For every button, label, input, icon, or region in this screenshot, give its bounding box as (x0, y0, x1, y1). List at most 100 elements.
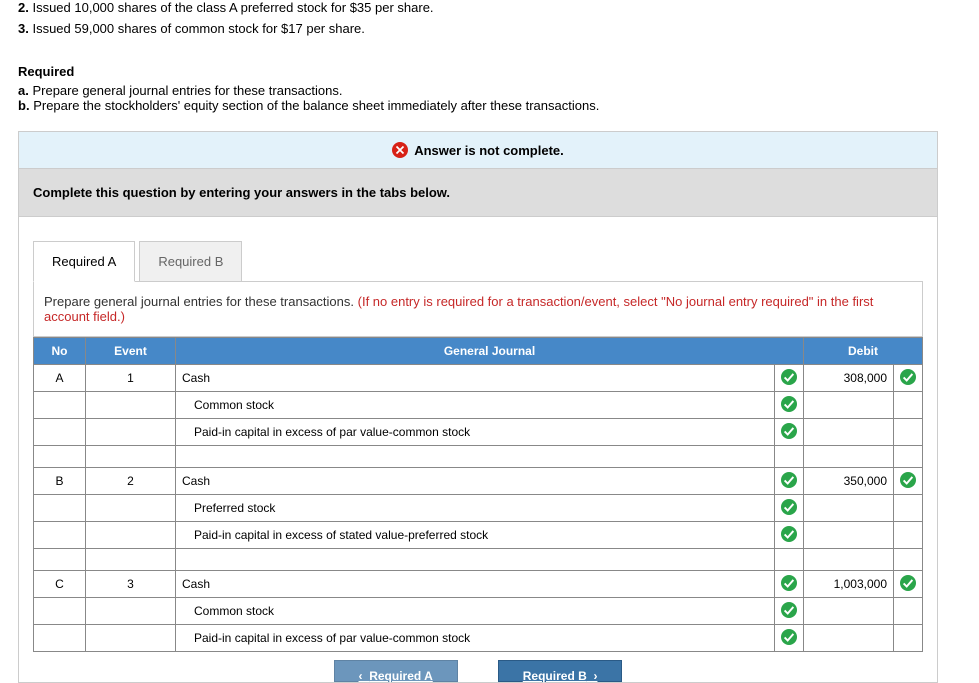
cell-debit[interactable] (804, 522, 894, 549)
cell-account-check (775, 495, 804, 522)
cell-debit[interactable] (804, 392, 894, 419)
cell-event[interactable] (86, 625, 176, 652)
cell-debit[interactable] (804, 598, 894, 625)
complete-instruction: Complete this question by entering your … (19, 169, 937, 217)
required-b: b. Prepare the stockholders' equity sect… (18, 98, 961, 113)
check-icon (781, 629, 797, 645)
answer-card: Answer is not complete. Complete this qu… (18, 131, 938, 683)
col-event: Event (86, 338, 176, 365)
q3-num: 3. (18, 21, 29, 36)
cell-account[interactable]: Paid-in capital in excess of par value-c… (176, 625, 775, 652)
cell-account-check (775, 571, 804, 598)
cell-account[interactable]: Common stock (176, 392, 775, 419)
q3-text: Issued 59,000 shares of common stock for… (32, 21, 364, 36)
check-icon (781, 499, 797, 515)
cell-event[interactable] (86, 446, 176, 468)
cell-no[interactable]: C (34, 571, 86, 598)
check-icon (781, 575, 797, 591)
cell-account-check (775, 625, 804, 652)
cell-event[interactable] (86, 495, 176, 522)
req-a-label: a. (18, 83, 29, 98)
cell-debit-check (894, 522, 923, 549)
check-icon (900, 472, 916, 488)
cell-debit[interactable]: 350,000 (804, 468, 894, 495)
check-icon (781, 472, 797, 488)
cell-account-check (775, 549, 804, 571)
check-icon (900, 575, 916, 591)
cell-debit[interactable] (804, 446, 894, 468)
cell-no[interactable] (34, 625, 86, 652)
cell-no[interactable] (34, 549, 86, 571)
cell-debit[interactable] (804, 549, 894, 571)
check-icon (781, 526, 797, 542)
cell-debit-check (894, 365, 923, 392)
cell-event[interactable] (86, 392, 176, 419)
cell-account-check (775, 468, 804, 495)
instruction-black: Prepare general journal entries for thes… (44, 294, 358, 309)
col-general-journal: General Journal (176, 338, 804, 365)
q2-text: Issued 10,000 shares of the class A pref… (32, 0, 433, 15)
check-icon (900, 369, 916, 385)
cell-account-check (775, 598, 804, 625)
cell-event[interactable] (86, 419, 176, 446)
table-row: Preferred stock (34, 495, 923, 522)
cell-debit-check (894, 392, 923, 419)
cell-debit-check (894, 571, 923, 598)
cell-account-check (775, 365, 804, 392)
cell-account-check (775, 522, 804, 549)
cell-no[interactable] (34, 392, 86, 419)
cell-event[interactable] (86, 522, 176, 549)
cell-event[interactable] (86, 549, 176, 571)
table-row: Paid-in capital in excess of stated valu… (34, 522, 923, 549)
required-block: Required a. Prepare general journal entr… (18, 64, 961, 113)
cell-account[interactable]: Preferred stock (176, 495, 775, 522)
q2-num: 2. (18, 0, 29, 15)
prev-label: Required A (369, 669, 433, 683)
cell-account[interactable]: Cash (176, 365, 775, 392)
tab-required-a[interactable]: Required A (33, 241, 135, 282)
cell-no[interactable] (34, 598, 86, 625)
cell-account[interactable] (176, 549, 775, 571)
cell-no[interactable] (34, 446, 86, 468)
prev-button[interactable]: ‹ Required A (334, 660, 458, 682)
tab-instruction: Prepare general journal entries for thes… (33, 281, 923, 337)
cell-account[interactable]: Cash (176, 571, 775, 598)
cell-event[interactable]: 3 (86, 571, 176, 598)
cell-debit[interactable] (804, 625, 894, 652)
cell-account[interactable]: Common stock (176, 598, 775, 625)
cell-debit[interactable]: 1,003,000 (804, 571, 894, 598)
incomplete-text: Answer is not complete. (414, 143, 564, 158)
table-row: C3Cash 1,003,000 (34, 571, 923, 598)
check-icon (781, 396, 797, 412)
table-row: A1Cash 308,000 (34, 365, 923, 392)
cell-debit[interactable] (804, 495, 894, 522)
cell-debit[interactable]: 308,000 (804, 365, 894, 392)
cell-account[interactable]: Cash (176, 468, 775, 495)
table-row: B2Cash 350,000 (34, 468, 923, 495)
cell-debit[interactable] (804, 419, 894, 446)
table-row: Paid-in capital in excess of par value-c… (34, 419, 923, 446)
cell-debit-check (894, 495, 923, 522)
tab-required-b[interactable]: Required B (139, 241, 242, 282)
question-2: 2. Issued 10,000 shares of the class A p… (18, 0, 961, 15)
cell-debit-check (894, 549, 923, 571)
cell-debit-check (894, 468, 923, 495)
table-row (34, 549, 923, 571)
cell-account[interactable]: Paid-in capital in excess of par value-c… (176, 419, 775, 446)
chevron-left-icon: ‹ (359, 669, 370, 683)
cell-no[interactable] (34, 522, 86, 549)
cell-debit-check (894, 419, 923, 446)
cell-event[interactable]: 2 (86, 468, 176, 495)
tabs: Required A Required B (33, 241, 937, 282)
next-button[interactable]: Required B › (498, 660, 623, 682)
cell-no[interactable] (34, 495, 86, 522)
cell-no[interactable]: A (34, 365, 86, 392)
cell-account[interactable] (176, 446, 775, 468)
cell-event[interactable] (86, 598, 176, 625)
incomplete-banner: Answer is not complete. (19, 132, 937, 169)
cell-no[interactable] (34, 419, 86, 446)
error-icon (392, 142, 408, 158)
cell-no[interactable]: B (34, 468, 86, 495)
cell-account[interactable]: Paid-in capital in excess of stated valu… (176, 522, 775, 549)
cell-event[interactable]: 1 (86, 365, 176, 392)
